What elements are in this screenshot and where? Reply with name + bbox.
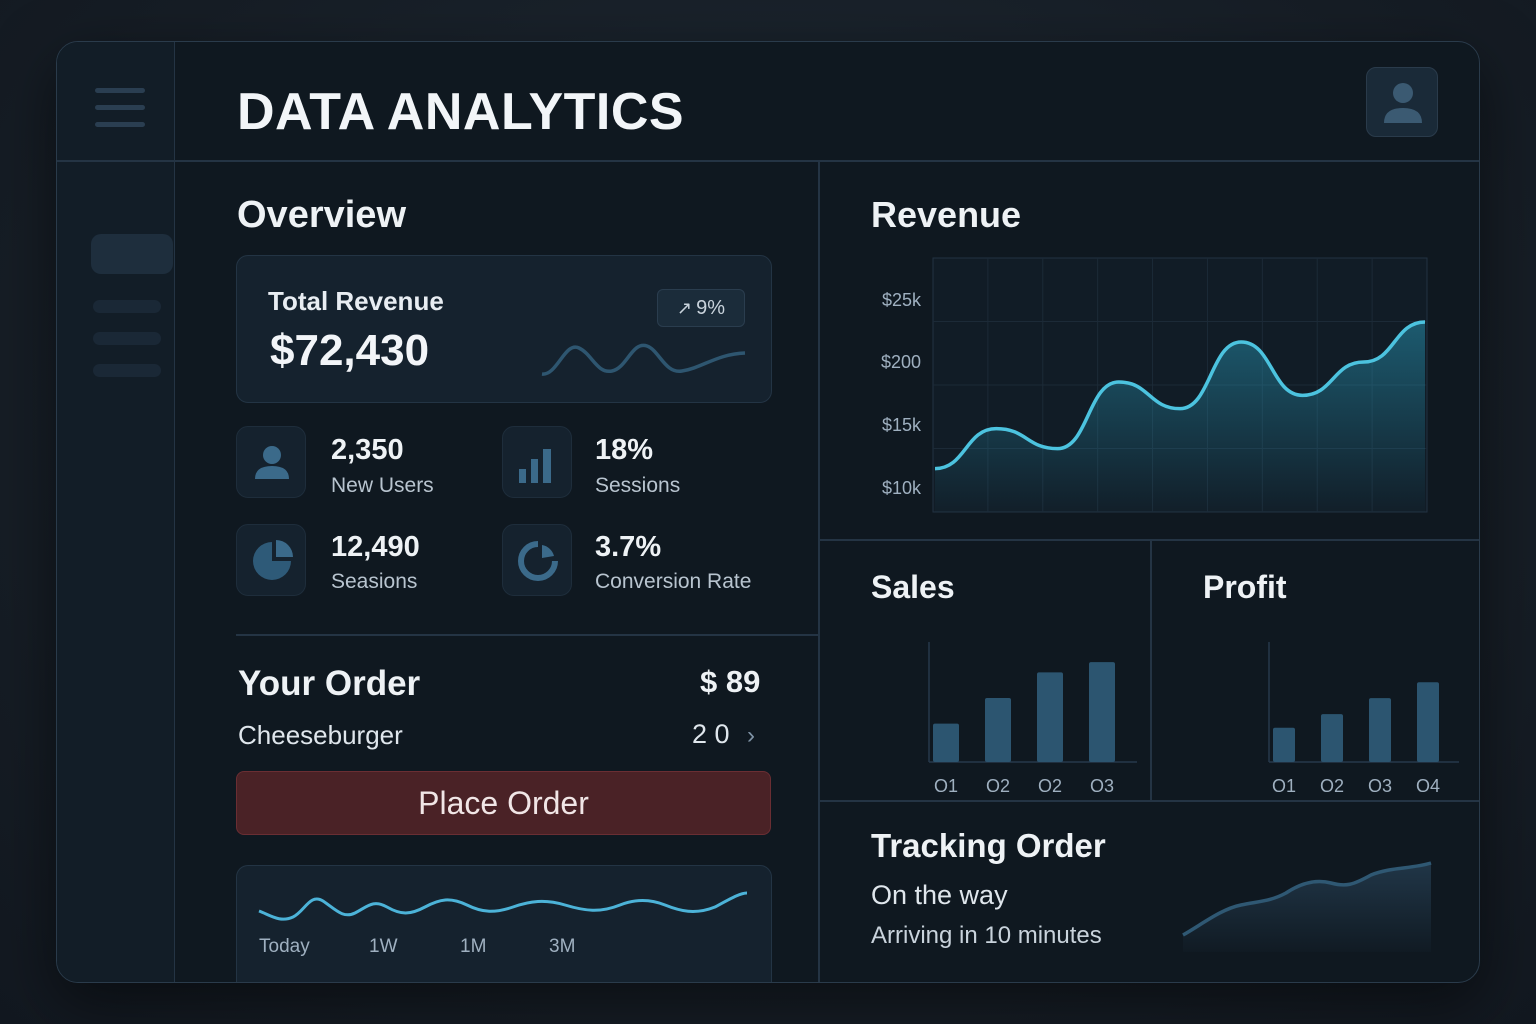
stat-value-new-users: 2,350: [331, 434, 404, 466]
user-icon: [236, 426, 306, 498]
sidebar: [57, 42, 175, 982]
chevron-right-icon[interactable]: ›: [747, 722, 755, 749]
user-avatar-button[interactable]: [1366, 67, 1438, 137]
sidebar-item[interactable]: [93, 332, 161, 345]
profit-chart: Q1Q2Q3Q4Q4: [1268, 642, 1459, 792]
profit-bar-3: [1369, 698, 1391, 762]
order-history-card: Today 1W 1M 3M: [236, 865, 772, 982]
sidebar-item[interactable]: [93, 364, 161, 377]
sales-title: Sales: [871, 569, 955, 605]
place-order-button[interactable]: Place Order: [236, 771, 771, 835]
sidebar-item-active[interactable]: [91, 234, 173, 274]
range-1m[interactable]: 1M: [460, 936, 487, 957]
sales-bar-1: [933, 723, 959, 762]
stat-label-new-users: New Users: [331, 474, 434, 497]
page-title: DATA ANALYTICS: [237, 83, 685, 141]
revenue-y-tick: $10k: [882, 478, 922, 498]
profit-bar-1: [1273, 727, 1295, 762]
sales-x-tick: Q2: [1038, 776, 1062, 792]
revenue-chart: $25k$200$15k$10kJanFebMarAprMayJunSepOct…: [881, 257, 1428, 513]
bar-chart-icon: [502, 426, 572, 498]
revenue-y-tick: $15k: [882, 415, 922, 435]
dashboard-window: DATA ANALYTICS Overview Total Revenue $7…: [56, 41, 1480, 983]
order-trend-line: [258, 891, 748, 921]
trend-badge: ↗ 9%: [657, 289, 745, 327]
tracking-title: Tracking Order: [871, 827, 1106, 864]
range-today[interactable]: Today: [259, 936, 310, 957]
profit-bar-4: [1417, 682, 1439, 762]
sales-x-tick: Q3: [1090, 776, 1114, 792]
range-3m[interactable]: 3M: [549, 936, 576, 957]
trend-up-icon: ↗: [677, 297, 693, 318]
donut-chart-icon: [502, 524, 572, 596]
sales-x-tick: Q1: [934, 776, 958, 792]
sales-bar-4: [1089, 662, 1115, 762]
pie-chart-icon: [236, 524, 306, 596]
trend-badge-value: 9%: [696, 296, 725, 319]
profit-title: Profit: [1203, 569, 1287, 605]
tracking-status: On the way: [871, 880, 1008, 910]
profit-x-tick: Q2: [1320, 776, 1344, 792]
revenue-y-tick: $200: [881, 352, 921, 372]
order-item: Cheeseburger: [238, 720, 403, 750]
order-quantity[interactable]: 2 0: [692, 719, 730, 749]
revenue-y-tick: $25k: [882, 290, 922, 310]
range-1w[interactable]: 1W: [369, 936, 398, 957]
stat-value-seasions: 12,490: [331, 531, 420, 563]
sales-bar-2: [985, 698, 1011, 762]
revenue-title: Revenue: [871, 194, 1022, 235]
user-icon: [1384, 83, 1422, 123]
stat-value-sessions: 18%: [595, 434, 654, 466]
profit-x-tick: Q4: [1416, 776, 1440, 792]
sales-x-tick: Q2: [986, 776, 1010, 792]
sales-bar-3: [1037, 672, 1063, 762]
revenue-sparkline: [541, 343, 746, 376]
stat-label-conversion: Conversion Rate: [595, 570, 752, 593]
tracking-trend-chart: [1182, 861, 1432, 952]
order-title: Your Order: [238, 664, 421, 703]
stat-value-conversion: 3.7%: [595, 531, 662, 563]
total-revenue-value: $72,430: [270, 326, 430, 375]
sales-chart: Q1Q2Q2Q3Q4: [928, 642, 1137, 792]
overview-title: Overview: [237, 194, 406, 236]
profit-x-tick: Q3: [1368, 776, 1392, 792]
profit-x-tick: Q1: [1272, 776, 1296, 792]
tracking-eta: Arriving in 10 minutes: [871, 922, 1102, 949]
sidebar-item[interactable]: [93, 300, 161, 313]
hamburger-icon[interactable]: [95, 88, 145, 128]
order-price: $ 89: [700, 664, 761, 699]
stat-label-sessions: Sessions: [595, 474, 681, 497]
total-revenue-card[interactable]: Total Revenue $72,430 ↗ 9%: [236, 255, 772, 403]
stat-label-seasions: Seasions: [331, 570, 418, 593]
revenue-area: [935, 322, 1425, 512]
total-revenue-label: Total Revenue: [268, 286, 444, 316]
profit-bar-2: [1321, 714, 1343, 762]
